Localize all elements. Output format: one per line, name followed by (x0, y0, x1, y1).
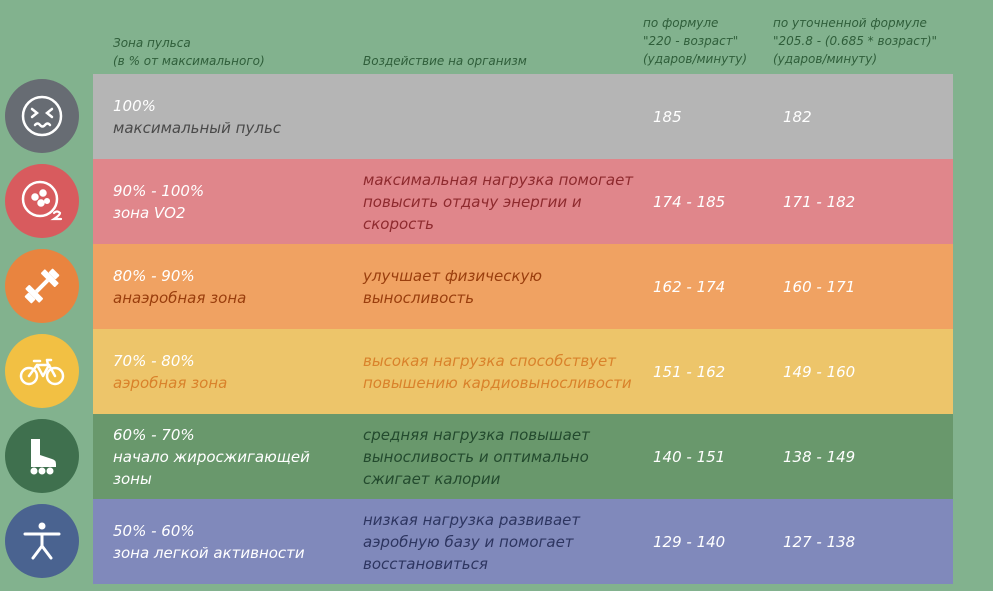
zone-name: зона VO2 (113, 203, 186, 222)
formula2-cell: 127 - 138 (783, 532, 856, 551)
header-zone: Зона пульса (в % от максимального) (113, 36, 265, 68)
header-formula-1: по формуле "220 - возраст" (ударов/минут… (643, 16, 748, 66)
zone-cell: 50% - 60% зона легкой активности (113, 499, 353, 584)
table-row: 70% - 80% аэробная зона высокая нагрузка … (93, 329, 953, 414)
bicycle-icon (5, 334, 79, 408)
zone-name: зона легкой активности (113, 543, 305, 562)
header-formula-2: по уточненной формуле "205.8 - (0.685 * … (773, 16, 938, 66)
table-row: 90% - 100% зона VO2 максимальная нагрузка… (93, 159, 953, 244)
formula1-cell: 162 - 174 (653, 277, 726, 296)
formula2-cell: 138 - 149 (783, 447, 856, 466)
zone-percent: 70% - 80% (113, 351, 195, 370)
stretching-person-icon (5, 504, 79, 578)
table-row: 60% - 70% начало жиросжигающей зоны средн… (93, 414, 953, 499)
header-effect: Воздействие на организм (363, 54, 527, 68)
table-row: 100% максимальный пульс 185 182 (93, 74, 953, 159)
effect-cell: средняя нагрузка повышает выносливость и… (363, 425, 590, 488)
zone-cell: 90% - 100% зона VO2 (113, 159, 353, 244)
formula1-cell: 185 (653, 107, 682, 126)
formula2-cell: 171 - 182 (783, 192, 856, 211)
formula1-cell: 140 - 151 (653, 447, 726, 466)
effect-cell: высокая нагрузка способствует повышению … (363, 351, 632, 392)
formula2-cell: 182 (783, 107, 812, 126)
formula2-cell: 160 - 171 (783, 277, 856, 296)
zone-percent: 50% - 60% (113, 521, 195, 540)
effect-cell: улучшает физическую выносливость (363, 266, 543, 307)
rollerskate-icon (5, 419, 79, 493)
zone-percent: 100% (113, 96, 156, 115)
zone-percent: 80% - 90% (113, 266, 195, 285)
zone-name: максимальный пульс (113, 118, 282, 137)
formula1-cell: 151 - 162 (653, 362, 726, 381)
zone-name: аэробная зона (113, 373, 228, 392)
dumbbell-icon (5, 249, 79, 323)
zone-percent: 90% - 100% (113, 181, 205, 200)
table-row: 80% - 90% анаэробная зона улучшает физиче… (93, 244, 953, 329)
effect-cell (363, 74, 638, 159)
zone-cell: 100% максимальный пульс (113, 74, 353, 159)
table-row: 50% - 60% зона легкой активности низкая н… (93, 499, 953, 584)
zone-cell: 70% - 80% аэробная зона (113, 329, 353, 414)
zone-name: начало жиросжигающей зоны (113, 447, 310, 488)
zone-percent: 60% - 70% (113, 425, 195, 444)
effect-cell: низкая нагрузка развивает аэробную базу … (363, 510, 581, 573)
face-icon (5, 79, 79, 153)
zone-cell: 80% - 90% анаэробная зона (113, 244, 353, 329)
formula1-cell: 174 - 185 (653, 192, 726, 211)
formula2-cell: 149 - 160 (783, 362, 856, 381)
formula1-cell: 129 - 140 (653, 532, 726, 551)
zone-name: анаэробная зона (113, 288, 247, 307)
heart-rate-table: 100% максимальный пульс 185 182 90% - 100… (93, 74, 953, 584)
effect-cell: максимальная нагрузка помогает повысить … (363, 170, 634, 233)
zone-cell: 60% - 70% начало жиросжигающей зоны (113, 414, 353, 499)
vo2-icon (5, 164, 79, 238)
